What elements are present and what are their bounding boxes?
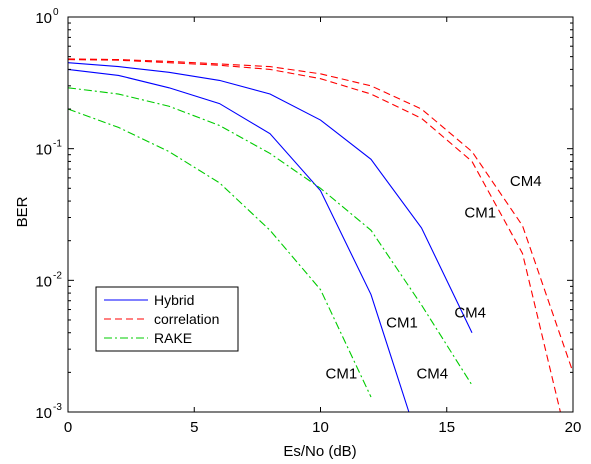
- y-tick-exponent-0: 0: [53, 7, 59, 18]
- y-tick-exponent-3: -3: [53, 402, 62, 413]
- annotation-label-0: CM4: [510, 173, 542, 190]
- series-line-hybrid-cm4: [67, 62, 473, 333]
- annotation-label-1: CM1: [464, 205, 496, 222]
- annotation-layer: CM4 CM1 CM4 CM1 CM1 CM4: [326, 173, 542, 382]
- x-tick-label-3: 15: [438, 419, 455, 436]
- series-line-correlation-cm4: [67, 58, 574, 373]
- series-layer: [67, 58, 574, 413]
- legend-label-hybrid: Hybrid: [154, 292, 194, 308]
- y-tick-label-1: 10: [35, 142, 52, 159]
- series-line-rake-cm1: [67, 108, 372, 398]
- series-line-correlation-cm1: [67, 59, 561, 413]
- x-tick-label-4: 20: [565, 419, 582, 436]
- annotation-label-5: CM4: [416, 365, 448, 382]
- series-line-rake-cm4: [67, 87, 473, 386]
- annotation-label-2: CM4: [454, 305, 486, 322]
- y-tick-label-0: 10: [35, 10, 52, 27]
- y-tick-label-3: 10: [35, 405, 52, 422]
- x-tick-label-0: 0: [64, 419, 72, 436]
- x-axis-label: Es/No (dB): [283, 443, 356, 460]
- y-tick-label-2: 10: [35, 273, 52, 290]
- annotation-label-3: CM1: [386, 314, 418, 331]
- x-tick-label-1: 5: [190, 419, 198, 436]
- legend: Hybrid correlation RAKE: [95, 286, 239, 352]
- x-tick-label-2: 10: [312, 419, 329, 436]
- y-tick-exponent-2: -2: [53, 270, 62, 281]
- y-tick-exponent-1: -1: [53, 139, 62, 150]
- y-axis-label: BER: [14, 196, 31, 227]
- legend-label-correlation: correlation: [154, 311, 219, 327]
- series-line-hybrid-cm1: [67, 68, 410, 413]
- annotation-label-4: CM1: [326, 365, 358, 382]
- legend-label-rake: RAKE: [154, 330, 192, 346]
